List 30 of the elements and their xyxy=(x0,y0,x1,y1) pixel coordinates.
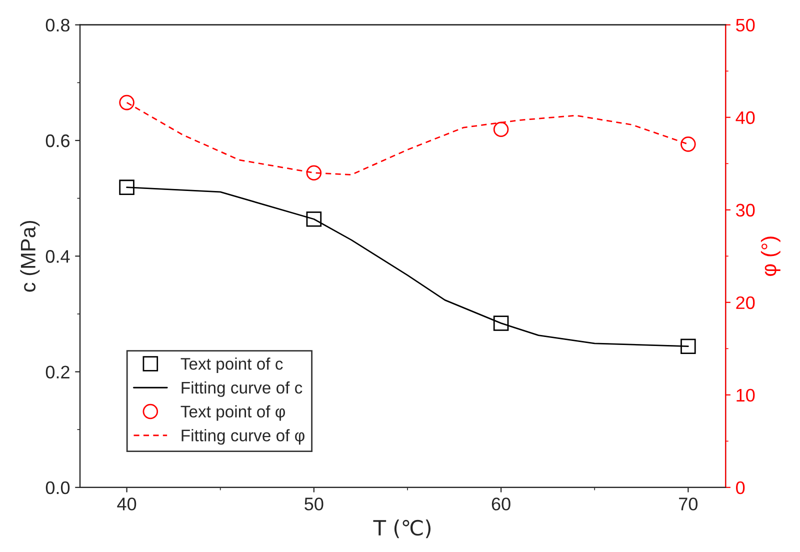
point xyxy=(119,180,134,195)
y2-tick-label: 50 xyxy=(736,18,755,32)
point xyxy=(493,316,509,331)
point xyxy=(306,211,322,227)
x-tick-label: 50 xyxy=(304,498,324,510)
y-tick-label: 0.6 xyxy=(46,134,70,148)
point xyxy=(680,136,696,152)
y2-tick-label: 30 xyxy=(736,204,755,217)
legend-label: Fitting curve of φ xyxy=(182,429,304,445)
point xyxy=(119,94,134,110)
y2-tick-label: 0 xyxy=(736,481,745,494)
x-axis-title: T (℃) xyxy=(373,520,431,538)
y2-tick-label: 10 xyxy=(736,388,755,402)
y-tick-label: 0.8 xyxy=(46,18,70,32)
y-tick-label: 0.0 xyxy=(46,481,70,494)
point xyxy=(493,122,509,138)
legend-label: Text point of c xyxy=(180,358,283,374)
x-tick-label: 60 xyxy=(492,498,510,510)
legend-label: Text point of φ xyxy=(180,405,285,421)
point xyxy=(680,338,696,354)
x-tick-label: 70 xyxy=(679,498,698,510)
x-tick-label: 40 xyxy=(117,498,136,510)
y2-axis-title: φ (°) xyxy=(760,236,780,276)
y-tick-label: 0.4 xyxy=(46,250,70,263)
y2-tick-label: 20 xyxy=(736,296,755,310)
point xyxy=(306,165,322,181)
y-axis-title: c (MPa) xyxy=(20,220,40,292)
y-tick-label: 0.2 xyxy=(46,366,70,378)
y2-tick-label: 40 xyxy=(736,111,755,124)
legend-label: Fitting curve of c xyxy=(182,381,302,397)
